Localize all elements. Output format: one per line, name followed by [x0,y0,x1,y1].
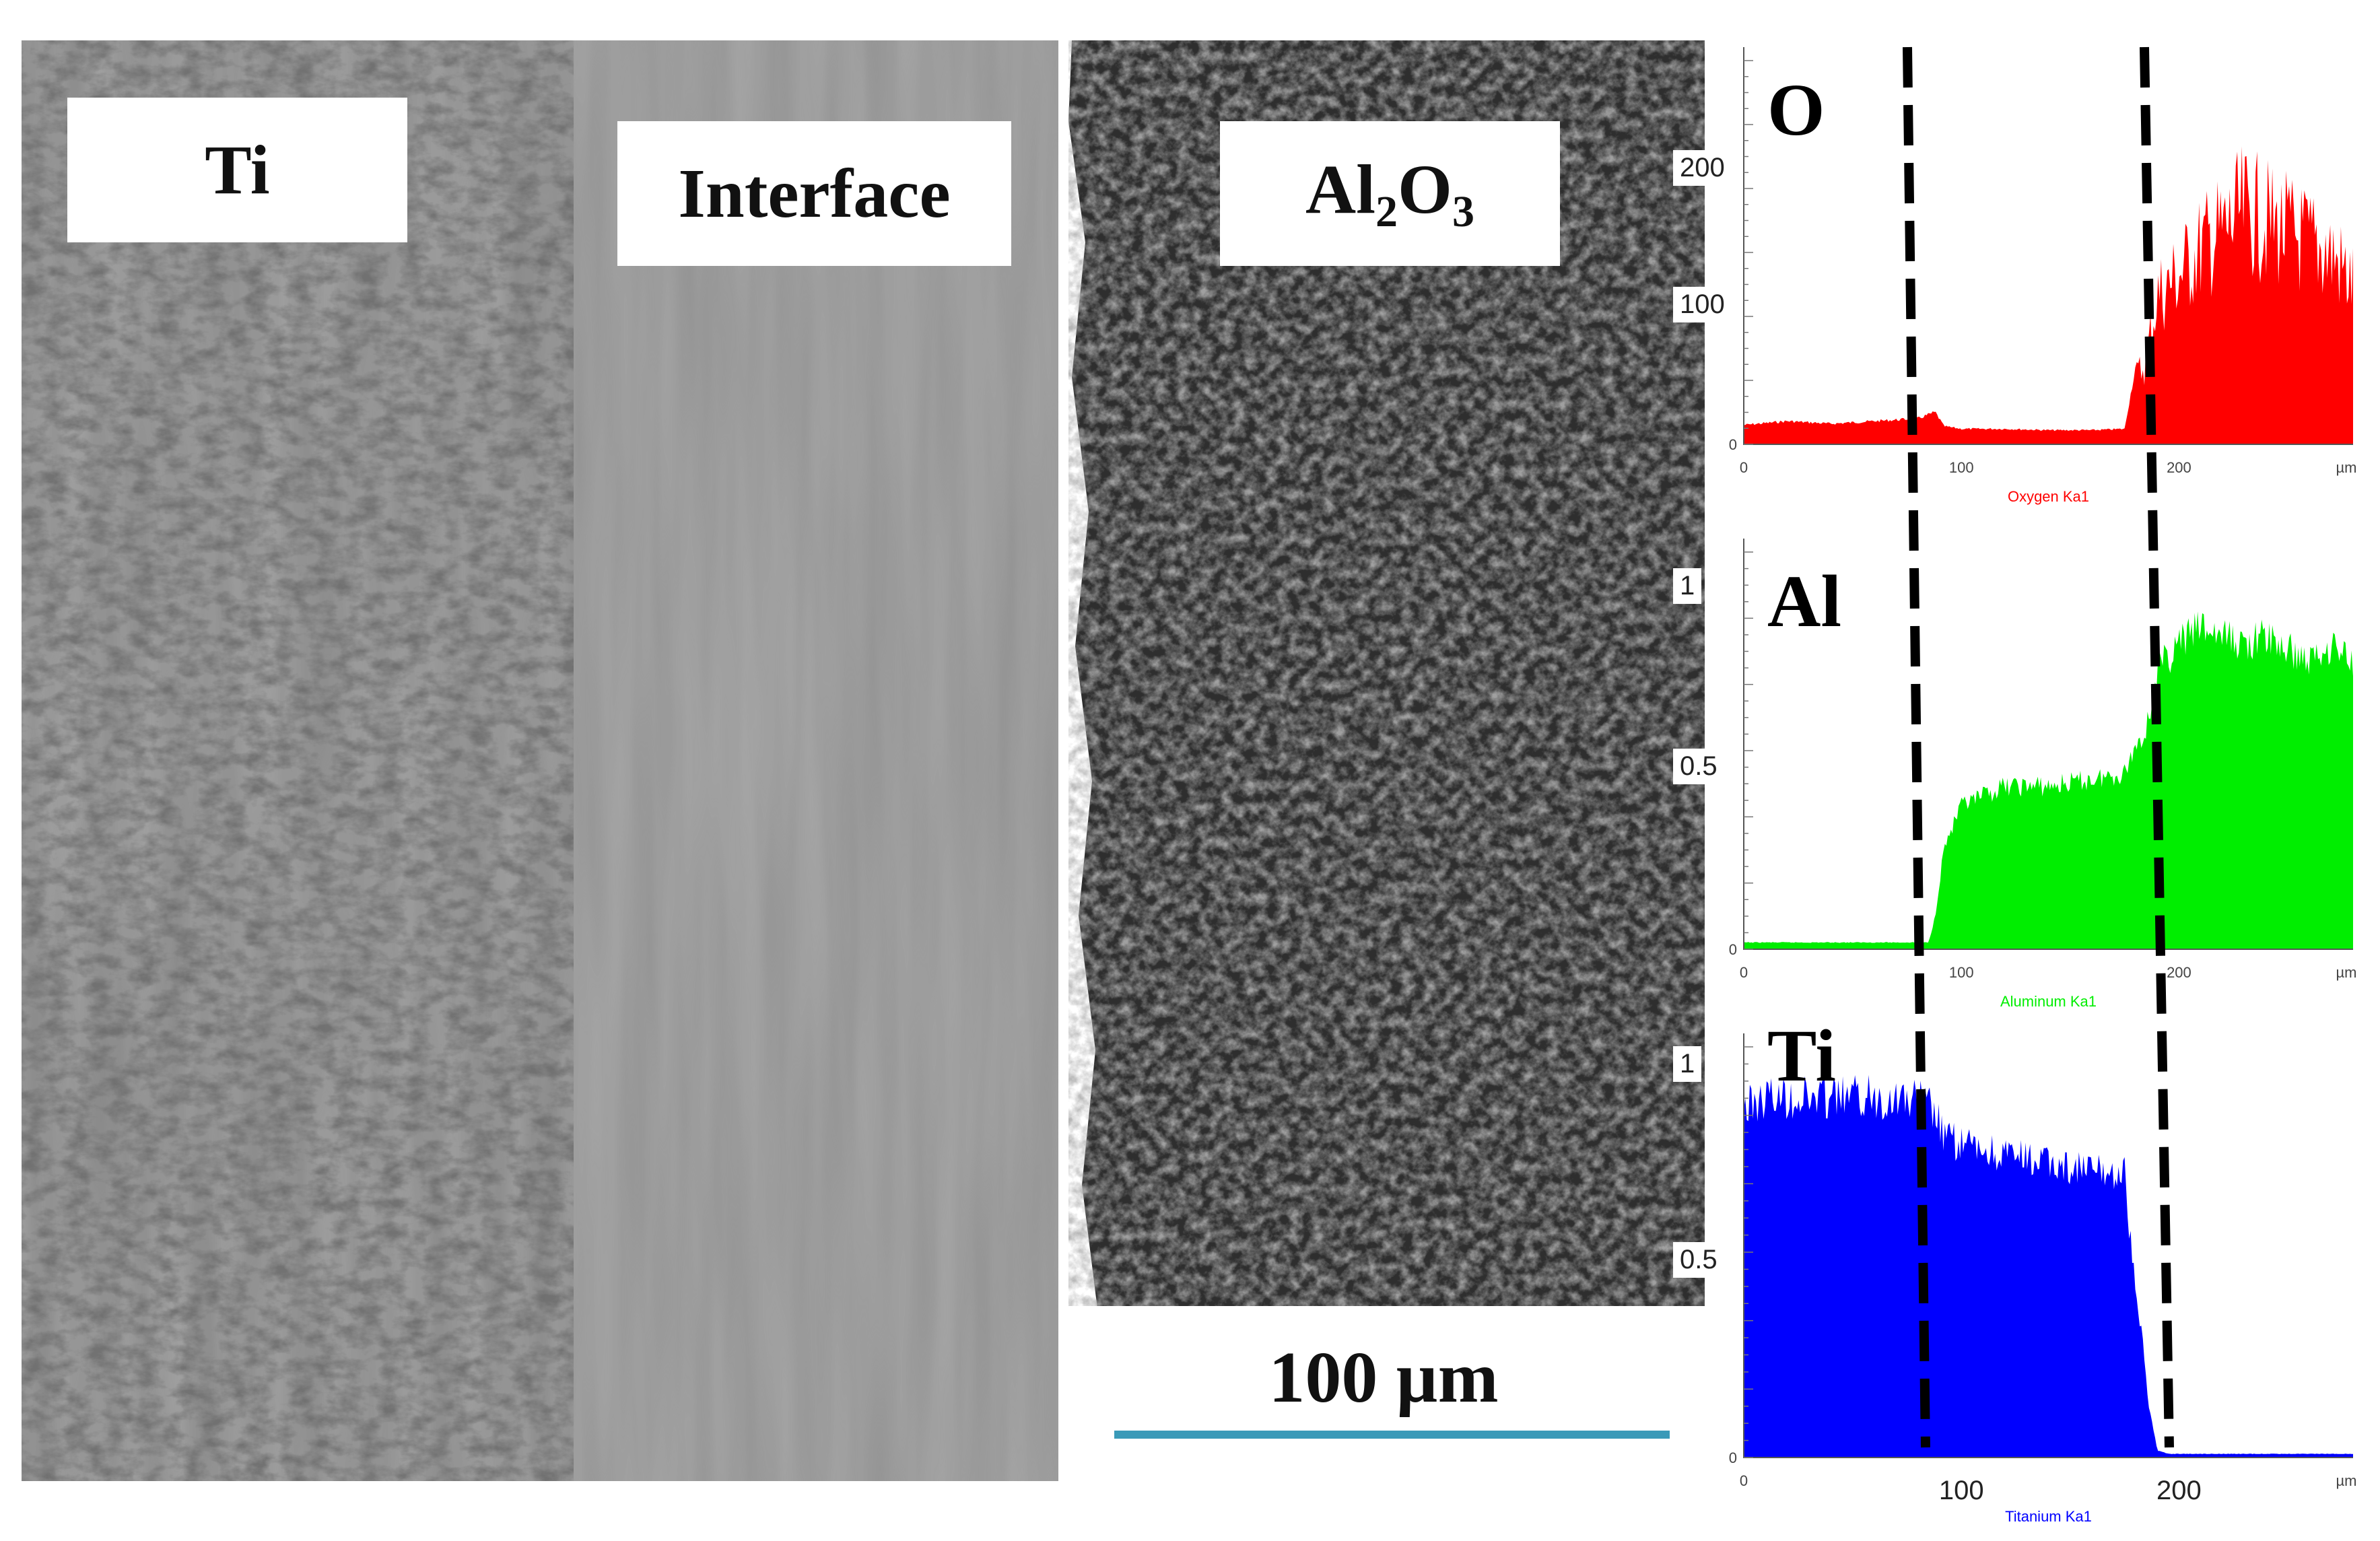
y-tick-label: 200 [1673,149,1732,186]
x-unit-label: µm [2336,1472,2356,1489]
ti-region-label: Ti [67,98,407,242]
x-tick-label: 100 [1949,964,1974,981]
legend-label: Aluminum Ka1 [2000,993,2097,1010]
al2o3-region-text: Al2O3 [1305,151,1474,236]
x-tick-label: 200 [2167,459,2191,476]
scale-bar-line [1114,1431,1670,1439]
y-tick-zero: 0 [1729,941,1737,958]
y-tick-label: 0.5 [1673,748,1724,784]
y-tick-label: 1 [1673,1046,1702,1083]
x-unit-label: µm [2336,964,2356,981]
y-tick-zero: 0 [1729,1449,1737,1466]
profile-area-al [1744,611,2353,949]
element-label-o: O [1767,69,1825,151]
x-tick-label: 100 [1939,1476,1984,1505]
x-tick-label: 200 [2167,964,2191,981]
y-tick-label: 1 [1673,568,1702,604]
aluminum-linescan-chart: 0 100 200 µm Aluminum Ka1 0 1 0.5 Al [1673,532,2380,1017]
y-tick-zero: 0 [1729,436,1737,453]
interface-region-label: Interface [617,121,1011,266]
x-tick-label: 0 [1740,1472,1748,1489]
element-label-ti: Ti [1767,1015,1836,1097]
legend-label: Oxygen Ka1 [2008,488,2089,505]
sem-micrograph [22,40,1705,1481]
x-tick-label: 0 [1740,964,1748,981]
oxygen-linescan-chart: 0 100 200 µm Oxygen Ka1 0 200 100 O [1673,40,2380,525]
scale-bar: 100 µm [1060,1306,1707,1481]
x-tick-label: 100 [1949,459,1974,476]
legend-label: Titanium Ka1 [2005,1508,2092,1525]
ti-region-text: Ti [205,131,270,209]
x-tick-label: 200 [2156,1476,2202,1505]
scale-bar-label: 100 µm [1268,1338,1499,1418]
y-tick-label: 100 [1673,287,1732,323]
titanium-linescan-chart: 0 100 200 µm Titanium Ka1 0 1 0.5 Ti [1673,1015,2380,1532]
x-tick-label: 0 [1740,459,1748,476]
y-tick-label: 0.5 [1673,1241,1724,1278]
interface-region-text: Interface [678,155,951,232]
profile-area-o [1744,146,2353,444]
element-label-al: Al [1767,560,1841,642]
profile-area-ti [1744,1074,2353,1458]
al2o3-region-label: Al2O3 [1220,121,1560,266]
x-unit-label: µm [2336,459,2356,476]
